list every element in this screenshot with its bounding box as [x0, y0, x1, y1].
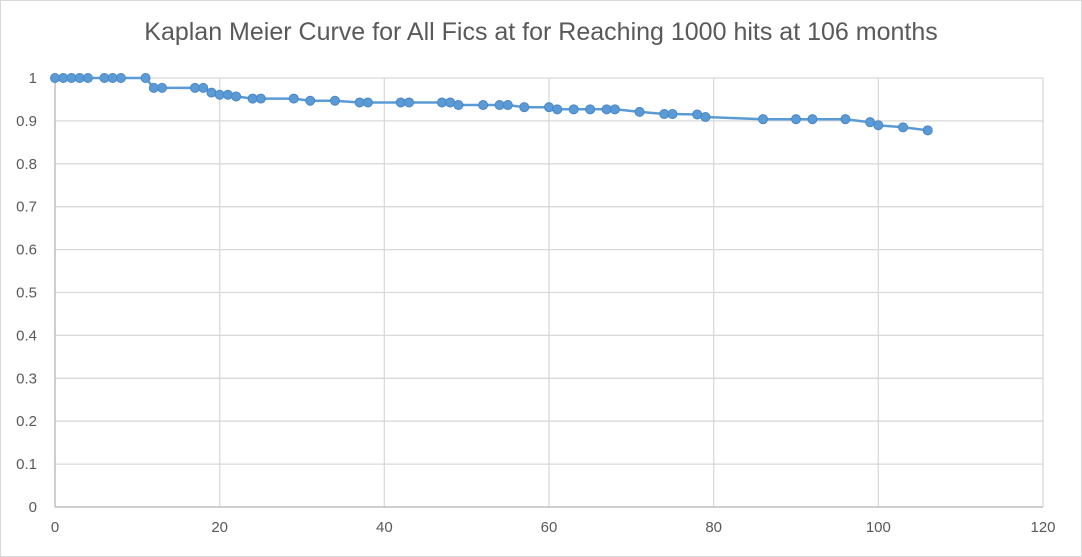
y-tick-label: 0.9	[16, 113, 37, 130]
x-axis-tick-labels: 0 20 40 60 80 100 120	[51, 519, 1056, 536]
data-point-marker	[552, 104, 563, 115]
data-point-marker	[585, 104, 596, 115]
data-point-marker	[667, 109, 678, 120]
data-point-marker	[865, 117, 876, 128]
x-tick-label: 120	[1030, 519, 1055, 536]
data-point-marker	[494, 100, 505, 111]
x-tick-label: 100	[866, 519, 891, 536]
x-tick-label: 60	[541, 519, 558, 536]
data-point-marker	[544, 102, 554, 113]
data-point-marker	[329, 95, 340, 106]
gridlines	[55, 77, 1044, 507]
data-point-marker	[206, 87, 217, 98]
data-point-marker	[58, 73, 69, 83]
x-tick-label: 80	[705, 519, 722, 536]
data-point-marker	[255, 93, 266, 104]
data-point-marker	[445, 97, 456, 108]
data-point-marker	[231, 91, 242, 102]
data-point-marker	[898, 122, 909, 133]
data-point-marker	[222, 89, 233, 100]
survival-series	[50, 73, 933, 136]
data-point-marker	[840, 114, 851, 125]
data-point-marker	[478, 100, 489, 111]
data-point-marker	[922, 125, 933, 136]
y-axis-tick-labels: 0 0.1 0.2 0.3 0.4 0.5 0.6 0.7 0.8 0.9 1	[16, 70, 37, 516]
data-point-marker	[305, 95, 316, 106]
data-point-marker	[288, 93, 299, 104]
x-tick-label: 20	[211, 519, 228, 536]
y-tick-label: 0.1	[16, 456, 37, 473]
data-point-marker	[140, 73, 151, 83]
data-point-marker	[404, 97, 415, 108]
data-point-marker	[148, 82, 159, 93]
x-tick-label: 40	[376, 519, 393, 536]
data-point-marker	[601, 104, 612, 115]
data-point-marker	[453, 100, 464, 111]
data-point-marker	[99, 73, 110, 83]
data-point-marker	[214, 89, 225, 100]
data-point-marker	[519, 102, 530, 113]
data-point-marker	[568, 104, 579, 115]
y-tick-label: 0.7	[16, 199, 37, 216]
data-point-marker	[609, 104, 620, 115]
data-point-marker	[873, 120, 884, 131]
chart-title: Kaplan Meier Curve for All Fics at for R…	[144, 18, 938, 46]
data-point-marker	[82, 73, 93, 83]
y-tick-label: 0.8	[16, 156, 37, 173]
data-point-marker	[115, 73, 126, 83]
y-tick-label: 0.5	[16, 285, 37, 302]
y-tick-label: 1	[29, 70, 37, 87]
data-point-marker	[502, 100, 513, 111]
data-point-marker	[50, 73, 60, 83]
data-point-marker	[198, 82, 209, 93]
data-point-marker	[791, 114, 801, 125]
data-point-marker	[692, 109, 703, 120]
y-tick-label: 0.4	[16, 327, 37, 344]
data-point-marker	[659, 109, 670, 120]
data-point-marker	[354, 97, 365, 108]
y-tick-label: 0	[29, 499, 37, 516]
data-point-marker	[157, 82, 168, 93]
data-point-marker	[362, 97, 373, 108]
data-point-marker	[807, 114, 818, 125]
data-point-marker	[247, 93, 258, 104]
data-point-marker	[436, 97, 447, 108]
data-point-marker	[107, 73, 118, 83]
data-point-marker	[189, 82, 200, 93]
data-point-marker	[700, 112, 711, 123]
data-point-marker	[74, 73, 85, 83]
y-tick-label: 0.3	[16, 370, 37, 387]
data-point-marker	[395, 97, 406, 108]
y-tick-label: 0.6	[16, 242, 37, 259]
x-tick-label: 0	[51, 519, 59, 536]
data-point-marker	[634, 106, 645, 117]
data-point-marker	[758, 114, 769, 125]
axes	[54, 78, 1043, 508]
data-point-marker	[66, 73, 77, 83]
y-tick-label: 0.2	[16, 413, 37, 430]
